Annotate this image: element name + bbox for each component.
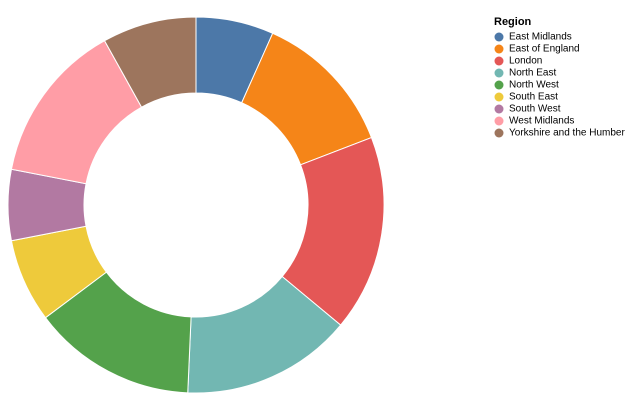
legend-swatch (494, 44, 504, 54)
legend-label: South West (509, 104, 561, 115)
legend-label: North East (509, 68, 556, 79)
legend-title: Region (494, 16, 532, 28)
legend-swatch (494, 56, 504, 66)
legend-label: West Midlands (509, 116, 574, 127)
legend-label: Yorkshire and the Humber (509, 128, 625, 139)
legend-label: East of England (509, 44, 580, 55)
legend-swatch (494, 116, 504, 126)
legend-swatch (494, 104, 504, 114)
legend-swatch (494, 32, 504, 42)
slice (103, 16, 197, 108)
legend-swatch (494, 68, 504, 78)
legend-label: South East (509, 92, 558, 103)
legend-swatch (494, 80, 504, 90)
legend-swatch (494, 92, 504, 102)
legend-swatch (494, 128, 504, 138)
legend-label: North West (509, 80, 559, 91)
legend-label: East Midlands (509, 32, 572, 43)
legend-label: London (509, 56, 542, 67)
